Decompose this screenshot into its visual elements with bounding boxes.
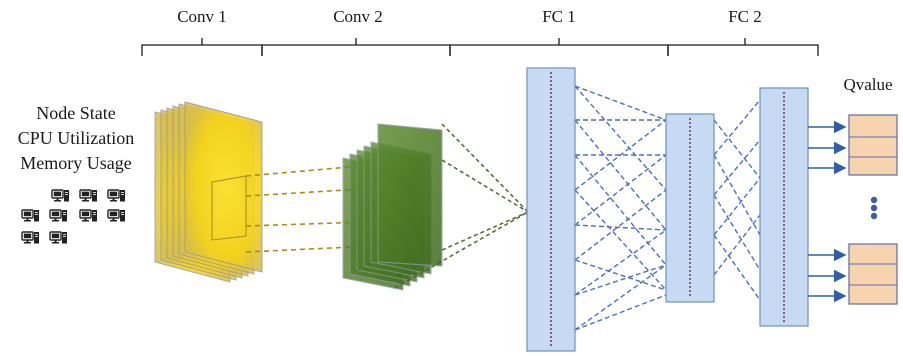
fc2-brace bbox=[667, 38, 819, 56]
desktop-computer-icon bbox=[21, 209, 40, 223]
conv2-label: Conv 2 bbox=[333, 7, 383, 26]
desktop-computer-icon bbox=[21, 231, 40, 245]
fc2-internal-connections bbox=[713, 99, 761, 301]
fc1-layer bbox=[526, 67, 576, 352]
computer-icons bbox=[21, 189, 126, 245]
desktop-computer-icon bbox=[79, 189, 98, 203]
fc1-fc2-connections bbox=[574, 85, 667, 331]
input-label-cpu: CPU Utilization bbox=[18, 128, 135, 148]
desktop-computer-icon bbox=[107, 189, 126, 203]
fc2-layer-a bbox=[665, 113, 715, 303]
conv2-feature-maps bbox=[342, 123, 443, 291]
desktop-computer-icon bbox=[49, 209, 68, 223]
desktop-computer-icon bbox=[51, 189, 70, 203]
output-arrows bbox=[808, 120, 847, 303]
fc2-layer-b bbox=[759, 87, 809, 327]
fc2-label: FC 2 bbox=[728, 7, 762, 26]
conv1-brace bbox=[141, 38, 263, 56]
input-label-node-state: Node State bbox=[36, 103, 115, 123]
conv1-feature-maps bbox=[154, 101, 263, 283]
section-braces bbox=[141, 38, 819, 56]
qvalue-group-top bbox=[848, 114, 898, 176]
desktop-computer-icon bbox=[49, 231, 68, 245]
ellipsis-dots-icon bbox=[870, 196, 878, 220]
desktop-computer-icon bbox=[79, 209, 98, 223]
fc1-brace bbox=[449, 38, 669, 56]
desktop-computer-icon bbox=[107, 209, 126, 223]
input-label-memory: Memory Usage bbox=[20, 153, 131, 173]
fc1-label: FC 1 bbox=[542, 7, 576, 26]
conv2-brace bbox=[261, 38, 451, 56]
conv2-fc1-connections bbox=[394, 123, 529, 289]
qvalue-group-bottom bbox=[848, 243, 898, 305]
output-label: Qvalue bbox=[843, 75, 892, 94]
conv1-conv2-connections bbox=[245, 162, 397, 253]
conv1-label: Conv 1 bbox=[177, 7, 227, 26]
